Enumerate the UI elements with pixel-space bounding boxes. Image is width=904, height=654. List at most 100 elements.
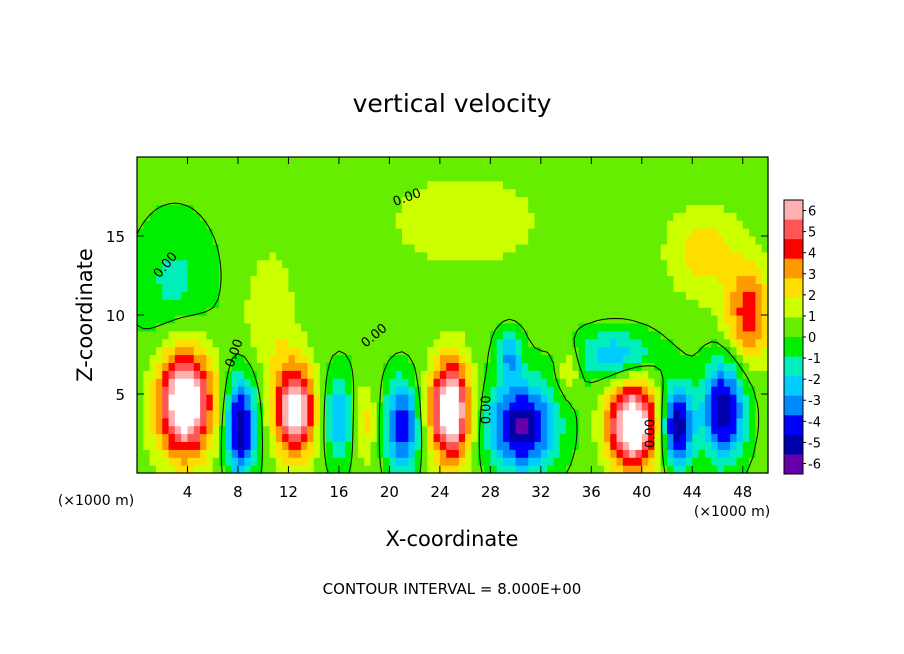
heatmap-cell: [496, 157, 504, 166]
heatmap-cell: [149, 307, 157, 316]
heatmap-cell: [742, 322, 750, 332]
heatmap-cell: [395, 251, 403, 261]
heatmap-cell: [244, 457, 252, 466]
heatmap-cell: [755, 172, 763, 182]
heatmap-cell: [237, 378, 245, 387]
heatmap-cell: [206, 243, 214, 253]
heatmap-cell: [755, 322, 763, 332]
heatmap-cell: [566, 449, 573, 458]
heatmap-cell: [275, 212, 283, 221]
heatmap-cell: [540, 394, 548, 403]
heatmap-cell: [395, 401, 403, 411]
heatmap-cell: [723, 283, 731, 292]
heatmap-cell: [414, 457, 422, 466]
heatmap-cell: [244, 236, 252, 245]
heatmap-cell: [490, 267, 498, 277]
heatmap-cell: [332, 236, 340, 245]
heatmap-cell: [168, 283, 176, 292]
heatmap-cell: [534, 283, 542, 292]
heatmap-cell: [137, 433, 144, 442]
heatmap-cell: [427, 354, 435, 363]
heatmap-cell: [641, 220, 649, 229]
heatmap-cell: [250, 157, 258, 166]
heatmap-cell: [174, 433, 182, 442]
heatmap-cell: [458, 315, 466, 324]
heatmap-cell: [149, 465, 157, 474]
heatmap-cell: [383, 283, 390, 292]
heatmap-cell: [553, 394, 561, 403]
heatmap-cell: [307, 386, 315, 395]
heatmap-cell: [515, 259, 523, 269]
heatmap-cell: [515, 362, 523, 371]
heatmap-cell: [313, 409, 321, 419]
heatmap-cell: [313, 354, 321, 363]
heatmap-cell: [433, 291, 441, 300]
heatmap-cell: [616, 259, 624, 269]
heatmap-cell: [648, 291, 656, 300]
heatmap-cell: [275, 409, 283, 419]
heatmap-cell: [502, 362, 510, 371]
heatmap-cell: [433, 449, 441, 458]
heatmap-cell: [547, 299, 555, 308]
heatmap-cell: [288, 401, 296, 411]
heatmap-cell: [256, 425, 264, 435]
heatmap-cell: [244, 322, 252, 332]
heatmap-cell: [162, 299, 170, 308]
heatmap-cell: [629, 220, 637, 229]
heatmap-cell: [572, 354, 580, 363]
heatmap-cell: [193, 338, 201, 348]
heatmap-cell: [370, 275, 378, 284]
heatmap-cell: [376, 236, 384, 245]
heatmap-cell: [332, 204, 340, 213]
heatmap-cell: [521, 338, 529, 348]
heatmap-cell: [730, 425, 738, 435]
heatmap-cell: [250, 299, 258, 308]
heatmap-cell: [528, 457, 536, 466]
heatmap-cell: [566, 180, 573, 190]
heatmap-cell: [484, 228, 491, 237]
heatmap-cell: [206, 228, 214, 237]
heatmap-cell: [420, 220, 428, 229]
heatmap-cell: [717, 433, 725, 442]
heatmap-cell: [509, 386, 517, 395]
heatmap-cell: [326, 449, 334, 458]
heatmap-cell: [364, 204, 372, 213]
heatmap-cell: [452, 172, 460, 182]
heatmap-cell: [679, 330, 687, 340]
heatmap-cell: [723, 370, 731, 379]
heatmap-cell: [181, 243, 189, 253]
heatmap-cell: [231, 204, 239, 213]
heatmap-cell: [698, 457, 706, 466]
heatmap-cell: [137, 212, 144, 221]
heatmap-cell: [370, 283, 378, 292]
heatmap-cell: [212, 338, 220, 348]
heatmap-cell: [168, 362, 176, 371]
heatmap-cell: [660, 267, 668, 277]
heatmap-cell: [414, 401, 422, 411]
heatmap-cell: [263, 354, 271, 363]
heatmap-cell: [168, 188, 176, 198]
heatmap-cell: [597, 417, 605, 427]
heatmap-cell: [351, 236, 359, 245]
heatmap-cell: [338, 164, 346, 174]
heatmap-cell: [427, 394, 435, 403]
heatmap-cell: [465, 330, 473, 340]
heatmap-cell: [578, 243, 586, 253]
heatmap-cell: [193, 362, 201, 371]
heatmap-cell: [616, 299, 624, 308]
heatmap-cell: [685, 164, 693, 174]
heatmap-cell: [660, 251, 668, 261]
heatmap-cell: [250, 307, 258, 316]
heatmap-cell: [597, 354, 605, 363]
heatmap-cell: [351, 378, 359, 387]
heatmap-cell: [471, 212, 479, 221]
heatmap-cell: [446, 433, 454, 442]
heatmap-cell: [648, 212, 656, 221]
heatmap-cell: [572, 172, 580, 182]
heatmap-cell: [755, 449, 763, 458]
heatmap-cell: [465, 307, 473, 316]
heatmap-cell: [250, 220, 258, 229]
heatmap-cell: [484, 220, 491, 229]
heatmap-cell: [742, 267, 750, 277]
heatmap-cell: [616, 315, 624, 324]
